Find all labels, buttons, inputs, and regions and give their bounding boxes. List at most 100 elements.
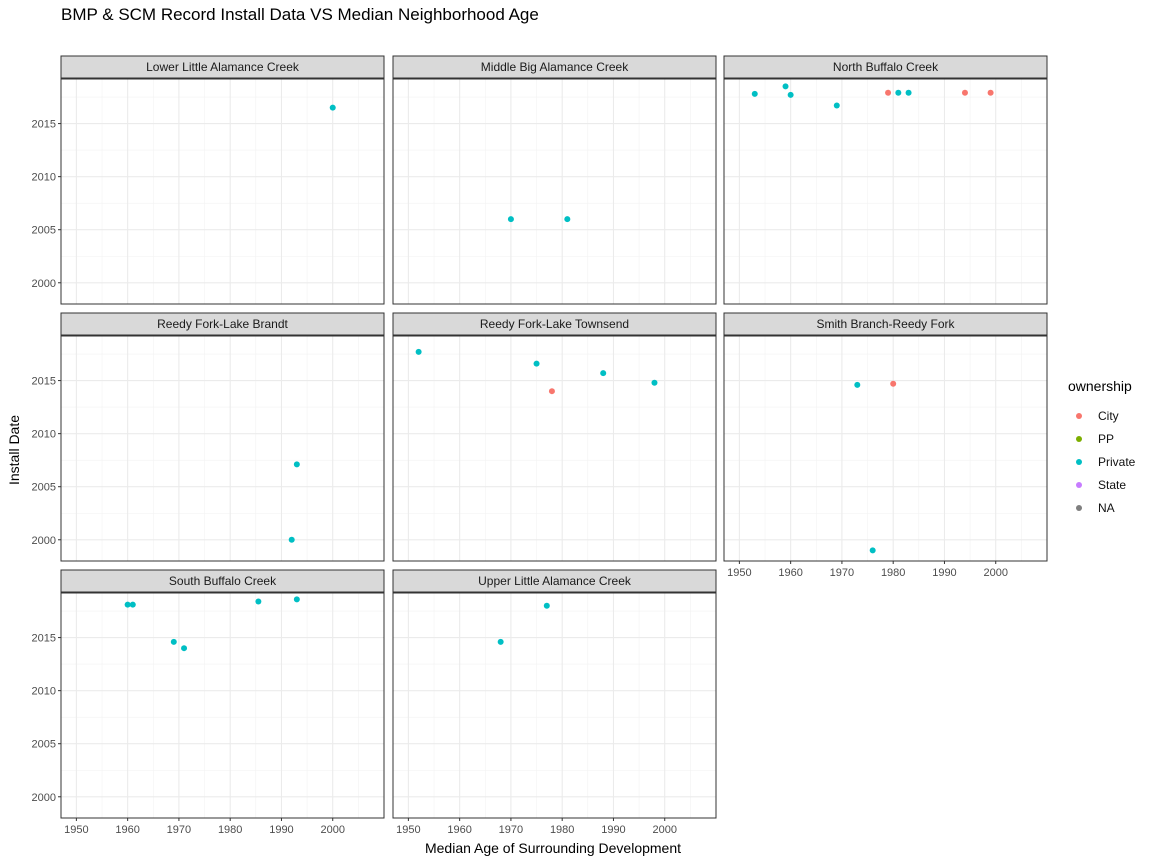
data-point bbox=[293, 596, 300, 603]
y-tick-label: 2015 bbox=[32, 119, 56, 131]
y-tick-label: 2005 bbox=[32, 739, 56, 751]
x-tick-label: 1950 bbox=[727, 567, 751, 579]
x-tick-label: 1990 bbox=[269, 824, 293, 836]
facet-strip-label: Lower Little Alamance Creek bbox=[146, 60, 300, 74]
facet-strip-label: Middle Big Alamance Creek bbox=[481, 60, 629, 74]
facet-strip-label: South Buffalo Creek bbox=[169, 574, 277, 588]
facet-strip-label: Smith Branch-Reedy Fork bbox=[816, 317, 955, 331]
data-point bbox=[751, 90, 758, 97]
panel-border bbox=[392, 592, 717, 819]
panel-border bbox=[392, 78, 717, 305]
legend-item: City bbox=[1068, 404, 1135, 427]
panel-background bbox=[393, 593, 716, 818]
panel-background bbox=[393, 79, 716, 304]
legend-label: NA bbox=[1098, 500, 1115, 515]
data-point bbox=[497, 638, 504, 645]
y-axis-label: Install Date bbox=[6, 415, 22, 485]
legend-item: Private bbox=[1068, 450, 1135, 473]
data-point bbox=[890, 380, 897, 387]
facet-strip bbox=[60, 55, 385, 79]
data-point bbox=[600, 370, 607, 377]
legend-dot bbox=[1076, 412, 1082, 419]
legend-dot bbox=[1076, 458, 1082, 465]
data-point bbox=[543, 602, 550, 609]
legend-items: City PP Private State NA bbox=[1068, 404, 1135, 519]
x-tick-label: 1950 bbox=[396, 824, 420, 836]
data-point bbox=[181, 645, 188, 652]
y-tick-label: 2015 bbox=[32, 633, 56, 645]
facet-panel: Middle Big Alamance Creek bbox=[392, 55, 717, 305]
x-axis-label: Median Age of Surrounding Development bbox=[425, 840, 681, 856]
panel-border bbox=[60, 335, 385, 562]
x-tick-label: 1990 bbox=[601, 824, 625, 836]
facet-strip-label: North Buffalo Creek bbox=[833, 60, 939, 74]
data-point bbox=[288, 536, 295, 543]
panel-background bbox=[61, 593, 384, 818]
facet-panel: Reedy Fork-Lake Brandt 2000 2005 2010 2015 bbox=[32, 312, 385, 562]
facet-strip bbox=[723, 312, 1048, 336]
panel-background bbox=[724, 336, 1047, 561]
legend-title: ownership bbox=[1068, 378, 1132, 394]
facet-strip-label: Reedy Fork-Lake Brandt bbox=[157, 317, 288, 331]
panel-border bbox=[723, 78, 1048, 305]
x-tick-label: 1970 bbox=[830, 567, 854, 579]
facet-strip-label: Reedy Fork-Lake Townsend bbox=[480, 317, 629, 331]
data-point bbox=[854, 381, 861, 388]
y-tick-label: 2000 bbox=[32, 792, 56, 804]
facet-panel: North Buffalo Creek bbox=[723, 55, 1048, 305]
x-tick-label: 1960 bbox=[115, 824, 139, 836]
facet-strip bbox=[723, 55, 1048, 79]
panel-background bbox=[61, 336, 384, 561]
data-point bbox=[787, 91, 794, 98]
facet-panel: Smith Branch-Reedy Fork 1950 1960 1970 1980 1… bbox=[723, 312, 1048, 579]
legend-dot bbox=[1076, 504, 1082, 511]
facet-panel: Lower Little Alamance Creek 2000 2005 2010 2… bbox=[32, 55, 385, 305]
legend-item: NA bbox=[1068, 496, 1135, 519]
legend-label: State bbox=[1098, 477, 1127, 492]
legend-item: PP bbox=[1068, 427, 1135, 450]
data-point bbox=[129, 601, 136, 608]
legend-dot bbox=[1076, 481, 1082, 488]
x-tick-label: 1970 bbox=[499, 824, 523, 836]
y-tick-label: 2000 bbox=[32, 535, 56, 547]
facet-strip bbox=[60, 312, 385, 336]
facet-strip bbox=[392, 569, 717, 593]
y-tick-label: 2005 bbox=[32, 482, 56, 494]
panel-background bbox=[61, 79, 384, 304]
data-point bbox=[170, 638, 177, 645]
legend-item: State bbox=[1068, 473, 1135, 496]
legend-dot bbox=[1076, 435, 1082, 442]
x-tick-label: 1980 bbox=[550, 824, 574, 836]
data-point bbox=[895, 89, 902, 96]
facet-panels: Lower Little Alamance Creek 2000 2005 2010 2… bbox=[32, 55, 1048, 836]
y-tick-label: 2005 bbox=[32, 225, 56, 237]
y-tick-label: 2010 bbox=[32, 686, 56, 698]
data-point bbox=[255, 598, 262, 605]
facet-strip bbox=[60, 569, 385, 593]
data-point bbox=[885, 89, 892, 96]
y-tick-label: 2000 bbox=[32, 278, 56, 290]
panel-border bbox=[60, 592, 385, 819]
facet-strip bbox=[392, 312, 717, 336]
data-point bbox=[533, 360, 540, 367]
data-point bbox=[564, 216, 571, 223]
facet-panel: Reedy Fork-Lake Townsend bbox=[392, 312, 717, 562]
x-tick-label: 1980 bbox=[218, 824, 242, 836]
legend-label: PP bbox=[1098, 431, 1115, 446]
x-tick-label: 1960 bbox=[778, 567, 802, 579]
legend: ownership City PP Private State NA bbox=[1068, 378, 1135, 519]
y-tick-label: 2010 bbox=[32, 429, 56, 441]
panel-border bbox=[60, 78, 385, 305]
data-point bbox=[961, 89, 968, 96]
data-point bbox=[507, 216, 514, 223]
x-tick-label: 1950 bbox=[64, 824, 88, 836]
x-tick-label: 1980 bbox=[881, 567, 905, 579]
legend-label: Private bbox=[1098, 454, 1136, 469]
data-point bbox=[905, 89, 912, 96]
x-tick-label: 2000 bbox=[983, 567, 1007, 579]
data-point bbox=[782, 83, 789, 90]
y-tick-label: 2015 bbox=[32, 376, 56, 388]
facet-panel: South Buffalo Creek 2000 2005 2010 2015 1950 1… bbox=[32, 569, 385, 836]
y-tick-label: 2010 bbox=[32, 172, 56, 184]
